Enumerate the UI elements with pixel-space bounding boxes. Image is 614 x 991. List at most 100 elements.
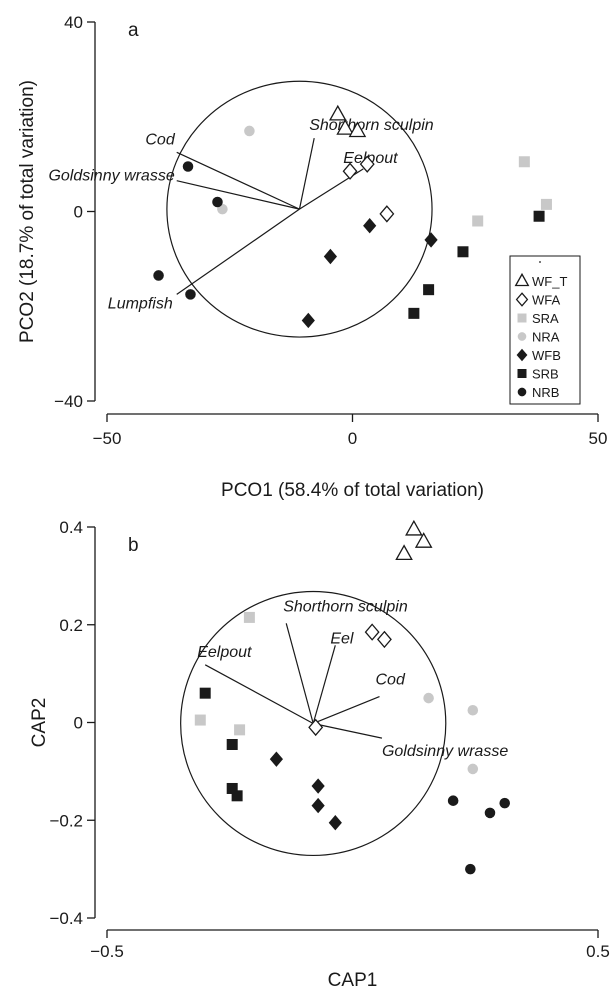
y-tick-label: −40 (54, 392, 83, 411)
point-nrb (212, 196, 223, 208)
legend-marker-icon (517, 332, 527, 341)
point-srb (231, 790, 243, 802)
legend-label: NRB (532, 385, 559, 400)
point-wfa (364, 623, 380, 641)
vector-label: Goldsinny wrasse (382, 743, 508, 760)
vector-eelpout (204, 664, 314, 725)
point-nra (467, 763, 479, 775)
point-wfa (308, 718, 324, 737)
legend-label: WFA (532, 293, 560, 308)
panel-a: −50 0 50 −40 0 40 PCO1 (58.4% of total variati… (17, 13, 607, 501)
y-axis-title: PCO2 (18.7% of total variation) (17, 80, 38, 343)
y-tick-label: −0.2 (49, 811, 83, 830)
point-wfa (359, 155, 375, 173)
vector-shorthorn-sculpin (298, 137, 315, 210)
correlation-circle (166, 80, 433, 338)
point-srb (226, 782, 238, 794)
vector-label: Eel (330, 630, 354, 647)
panel-b: −0.5 0.5 −0.4 −0.2 0 0.2 0.4 CAP1 CAP2 b Eelpout Sh… (29, 518, 610, 991)
vector-lumpfish (176, 208, 300, 295)
legend-label: SRA (532, 311, 559, 326)
y-tick-label: 0 (74, 203, 83, 222)
vector-goldsinny-wrasse (176, 180, 300, 210)
point-srb (226, 738, 238, 750)
x-tick-label: −50 (93, 429, 122, 448)
point-sra (472, 215, 484, 227)
y-tick-label: 40 (64, 13, 83, 32)
x-axis-title: PCO1 (58.4% of total variation) (221, 480, 484, 501)
vector-label: Goldsinny wrasse (48, 168, 174, 185)
point-wfb (301, 312, 315, 329)
point-nrb (465, 863, 476, 875)
point-wfb (311, 797, 325, 814)
legend-marker-icon (517, 313, 527, 323)
x-tick-label: 0.5 (586, 942, 610, 961)
vector-goldsinny-wrasse (313, 722, 383, 739)
point-sra (194, 714, 206, 726)
vector-label: Shorthorn sculpin (283, 598, 408, 615)
legend-label: SRB (532, 367, 559, 382)
panel-label: b (128, 535, 139, 556)
point-srb (533, 210, 545, 222)
vector-eel (312, 645, 336, 724)
correlation-circle (180, 590, 447, 857)
point-nra (467, 705, 479, 716)
point-sra (540, 198, 552, 210)
x-tick-label: 50 (589, 429, 608, 448)
point-wfb (363, 218, 377, 234)
point-wfa (342, 162, 358, 180)
point-nra (423, 692, 434, 704)
point-wfa (376, 630, 392, 649)
point-nrb (182, 161, 194, 172)
legend-marker-icon (514, 272, 530, 287)
vector-label: Lumpfish (108, 295, 173, 312)
point-wfb (269, 751, 283, 767)
y-axis-title: CAP2 (29, 698, 50, 748)
point-srb (199, 687, 211, 699)
point-wfb (311, 778, 325, 794)
vector-label: Shorthorn sculpin (309, 117, 434, 134)
legend-marker-icon (517, 387, 527, 397)
point-nrb (153, 270, 164, 281)
legend-dot-icon (539, 261, 541, 263)
y-tick-label: 0 (74, 714, 83, 733)
x-tick-label: −0.5 (90, 942, 124, 961)
point-wfb (424, 232, 438, 248)
vector-cod (176, 151, 300, 210)
point-wf_t (395, 544, 413, 561)
point-sra (243, 611, 255, 623)
point-wfa (379, 205, 395, 223)
panel-label: a (128, 20, 139, 41)
legend-marker-icon (517, 369, 527, 378)
point-wf_t (336, 119, 354, 135)
vector-cod (312, 696, 380, 725)
vector-label: Cod (145, 131, 175, 148)
point-wf_t (405, 519, 423, 536)
legend-label: WF_T (532, 274, 567, 289)
y-tick-label: 0.4 (59, 518, 83, 537)
point-nrb (447, 795, 459, 806)
vector-label: Eelpout (197, 644, 252, 661)
y-tick-label: 0.2 (59, 616, 83, 635)
point-srb (457, 246, 469, 258)
point-srb (408, 307, 420, 319)
point-nra (244, 125, 255, 137)
legend-marker-icon (516, 348, 528, 362)
x-tick-label: 0 (348, 429, 357, 448)
point-sra (234, 724, 246, 736)
point-srb (423, 284, 435, 296)
point-nrb (185, 289, 196, 300)
vector-label: Eelpout (343, 150, 398, 167)
point-wfb (328, 814, 342, 831)
legend: WF_T WFA SRA NRA WFB SRB NRB (509, 255, 581, 405)
y-tick-label: −0.4 (49, 909, 83, 928)
point-wfb (323, 248, 338, 265)
legend-label: WFB (532, 348, 561, 363)
legend-marker-icon (515, 292, 529, 307)
point-wf_t (348, 121, 367, 138)
point-wf_t (328, 104, 347, 121)
point-sra (518, 156, 530, 168)
vector-label: Cod (376, 672, 406, 689)
point-wf_t (414, 532, 433, 548)
